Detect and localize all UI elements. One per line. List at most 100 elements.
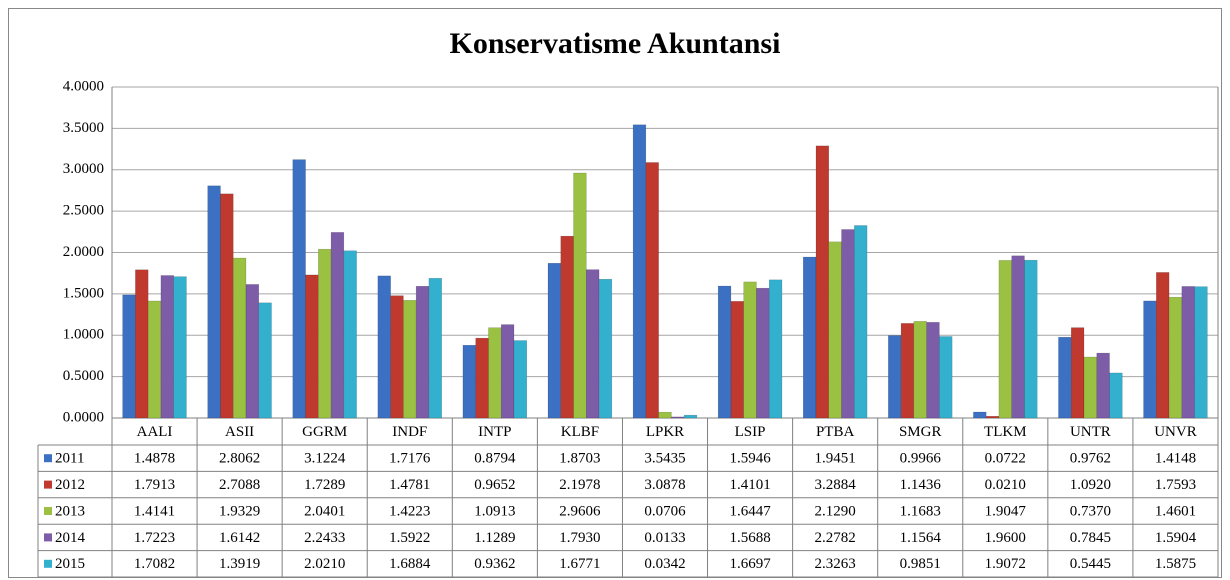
bar bbox=[743, 281, 757, 419]
bar bbox=[428, 278, 442, 419]
table-value: 1.7176 bbox=[389, 451, 431, 467]
table-value: 0.7845 bbox=[1070, 530, 1111, 546]
bar bbox=[900, 323, 915, 419]
table-value: 3.5435 bbox=[644, 451, 685, 467]
table-value: 0.8794 bbox=[474, 451, 516, 467]
y-tick-label: 0.0000 bbox=[63, 409, 104, 425]
bar bbox=[292, 159, 306, 419]
bar bbox=[1181, 286, 1195, 419]
table-value: 1.1564 bbox=[900, 530, 942, 546]
bar bbox=[683, 414, 698, 419]
bar bbox=[330, 232, 345, 419]
table-value: 2.2782 bbox=[815, 530, 856, 546]
bar bbox=[671, 416, 685, 419]
table-value: 1.9600 bbox=[985, 530, 1026, 546]
bar bbox=[756, 287, 770, 419]
chart-border bbox=[8, 8, 1222, 578]
table-value: 2.2433 bbox=[304, 530, 345, 546]
bar bbox=[232, 257, 247, 419]
x-tick-label: UNTR bbox=[1070, 424, 1111, 440]
bar bbox=[220, 193, 234, 419]
legend-key bbox=[44, 533, 52, 542]
table-value: 1.8703 bbox=[559, 451, 600, 467]
chart-title: Konservatisme Akuntansi bbox=[450, 27, 781, 60]
table-value: 1.7913 bbox=[134, 477, 175, 493]
table-value: 1.6447 bbox=[729, 503, 771, 519]
bar bbox=[586, 269, 600, 419]
y-tick-label: 4.0000 bbox=[63, 78, 104, 94]
bar bbox=[1070, 327, 1085, 419]
x-tick-label: LSIP bbox=[735, 424, 766, 440]
bar bbox=[913, 321, 927, 419]
table-value: 1.9329 bbox=[219, 503, 260, 519]
table-value: 0.0133 bbox=[644, 530, 685, 546]
table-value: 1.4223 bbox=[389, 503, 430, 519]
bar bbox=[415, 285, 430, 419]
table-value: 2.3263 bbox=[815, 556, 856, 572]
bar bbox=[258, 302, 272, 419]
table-value: 2.1978 bbox=[559, 477, 600, 493]
x-tick-label: KLBF bbox=[561, 424, 599, 440]
y-tick-label: 1.0000 bbox=[63, 327, 104, 343]
bar bbox=[1194, 286, 1208, 419]
legend-label: 2015 bbox=[55, 556, 85, 572]
bar bbox=[1143, 300, 1157, 419]
table-value: 0.9762 bbox=[1070, 451, 1111, 467]
table-value: 1.5875 bbox=[1155, 556, 1196, 572]
bar bbox=[377, 275, 391, 419]
bar bbox=[343, 250, 357, 419]
bar bbox=[513, 340, 528, 419]
bar bbox=[985, 416, 1000, 419]
table-value: 1.7593 bbox=[1155, 477, 1196, 493]
bar bbox=[730, 301, 744, 419]
table-value: 3.1224 bbox=[304, 451, 346, 467]
x-tick-label: AALI bbox=[137, 424, 173, 440]
table-value: 3.0878 bbox=[644, 477, 685, 493]
table-value: 1.7930 bbox=[559, 530, 600, 546]
bar bbox=[122, 294, 136, 419]
table-value: 0.5445 bbox=[1070, 556, 1111, 572]
bar bbox=[717, 285, 732, 419]
legend-label: 2013 bbox=[55, 503, 85, 519]
table-value: 1.6142 bbox=[219, 530, 260, 546]
table-value: 2.1290 bbox=[815, 503, 856, 519]
y-tick-label: 1.5000 bbox=[63, 285, 104, 301]
bar bbox=[598, 278, 613, 419]
bar bbox=[147, 300, 162, 419]
table-value: 1.6771 bbox=[559, 556, 600, 572]
table-value: 1.7223 bbox=[134, 530, 175, 546]
bar bbox=[998, 260, 1012, 419]
table-value: 1.7289 bbox=[304, 477, 345, 493]
table-value: 2.8062 bbox=[219, 451, 260, 467]
bar bbox=[1011, 255, 1025, 419]
y-tick-label: 0.5000 bbox=[63, 368, 104, 384]
x-tick-label: TLKM bbox=[984, 424, 1027, 440]
table-value: 1.4148 bbox=[1155, 451, 1196, 467]
bar bbox=[207, 185, 221, 419]
table-value: 1.4878 bbox=[134, 451, 175, 467]
bar bbox=[632, 124, 647, 419]
legend-label: 2014 bbox=[55, 530, 86, 546]
bar bbox=[318, 248, 332, 419]
table-value: 2.9606 bbox=[559, 503, 601, 519]
table-value: 0.9966 bbox=[900, 451, 942, 467]
bar bbox=[815, 145, 830, 419]
x-tick-label: GGRM bbox=[302, 424, 347, 440]
table-value: 1.4101 bbox=[729, 477, 770, 493]
table-value: 0.0210 bbox=[985, 477, 1026, 493]
table-value: 0.9362 bbox=[474, 556, 515, 572]
bar bbox=[403, 300, 417, 419]
bar bbox=[658, 411, 672, 419]
table-value: 0.7370 bbox=[1070, 503, 1111, 519]
bar bbox=[939, 336, 953, 419]
x-tick-label: UNVR bbox=[1154, 424, 1197, 440]
x-tick-label: PTBA bbox=[816, 424, 855, 440]
legend-key bbox=[44, 507, 52, 515]
table-value: 0.9851 bbox=[900, 556, 941, 572]
bar bbox=[828, 241, 842, 419]
table-value: 1.3919 bbox=[219, 556, 260, 572]
bar bbox=[854, 225, 868, 419]
table-value: 1.5688 bbox=[729, 530, 770, 546]
x-tick-label: LPKR bbox=[646, 424, 684, 440]
